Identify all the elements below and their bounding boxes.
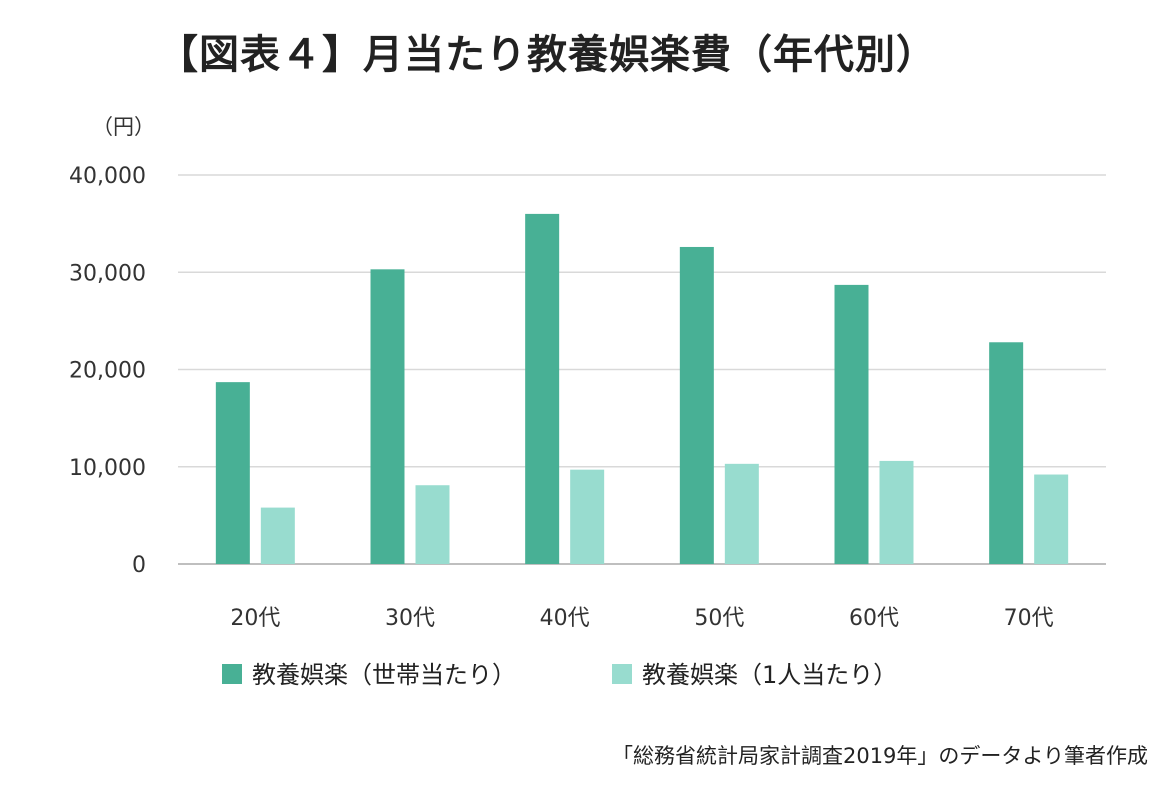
legend-label-household: 教養娯楽（世帯当たり） <box>252 661 516 689</box>
x-tick-label: 40代 <box>540 606 590 631</box>
legend: 教養娯楽（世帯当たり） 教養娯楽（1人当たり） <box>222 661 897 689</box>
bar-per-person <box>1034 474 1069 564</box>
bar-household <box>215 382 250 564</box>
y-axis-unit: （円） <box>92 115 155 139</box>
bar-per-person <box>260 507 295 564</box>
x-tick-label: 30代 <box>385 606 435 631</box>
bar-per-person <box>879 460 914 564</box>
bar-household <box>989 342 1024 564</box>
bar-per-person <box>415 485 450 564</box>
legend-label-per-person: 教養娯楽（1人当たり） <box>642 661 897 689</box>
grid-lines <box>178 174 1106 565</box>
bar-household <box>679 246 714 564</box>
y-tick-label: 40,000 <box>69 164 146 189</box>
bar-household <box>370 269 405 564</box>
bar-per-person <box>570 469 605 564</box>
bar-household <box>525 213 560 564</box>
y-tick-label: 30,000 <box>69 261 146 286</box>
bar-per-person <box>724 463 759 564</box>
x-tick-label: 50代 <box>694 606 744 631</box>
source-note: 「総務省統計局家計調査2019年」のデータより筆者作成 <box>611 744 1148 768</box>
y-tick-label: 0 <box>132 553 146 578</box>
x-axis-ticks: 20代 30代 40代 50代 60代 70代 <box>230 606 1053 631</box>
legend-swatch-household <box>222 664 242 684</box>
x-tick-label: 70代 <box>1004 606 1054 631</box>
x-tick-label: 60代 <box>849 606 899 631</box>
bar-household <box>834 284 869 564</box>
y-tick-label: 10,000 <box>69 456 146 481</box>
y-tick-label: 20,000 <box>69 359 146 384</box>
chart-title: 【図表４】月当たり教養娯楽費（年代別） <box>158 32 937 78</box>
bars <box>215 213 1069 564</box>
x-tick-label: 20代 <box>230 606 280 631</box>
y-axis-ticks: 0 10,000 20,000 30,000 40,000 <box>69 164 146 578</box>
legend-swatch-per-person <box>612 664 632 684</box>
